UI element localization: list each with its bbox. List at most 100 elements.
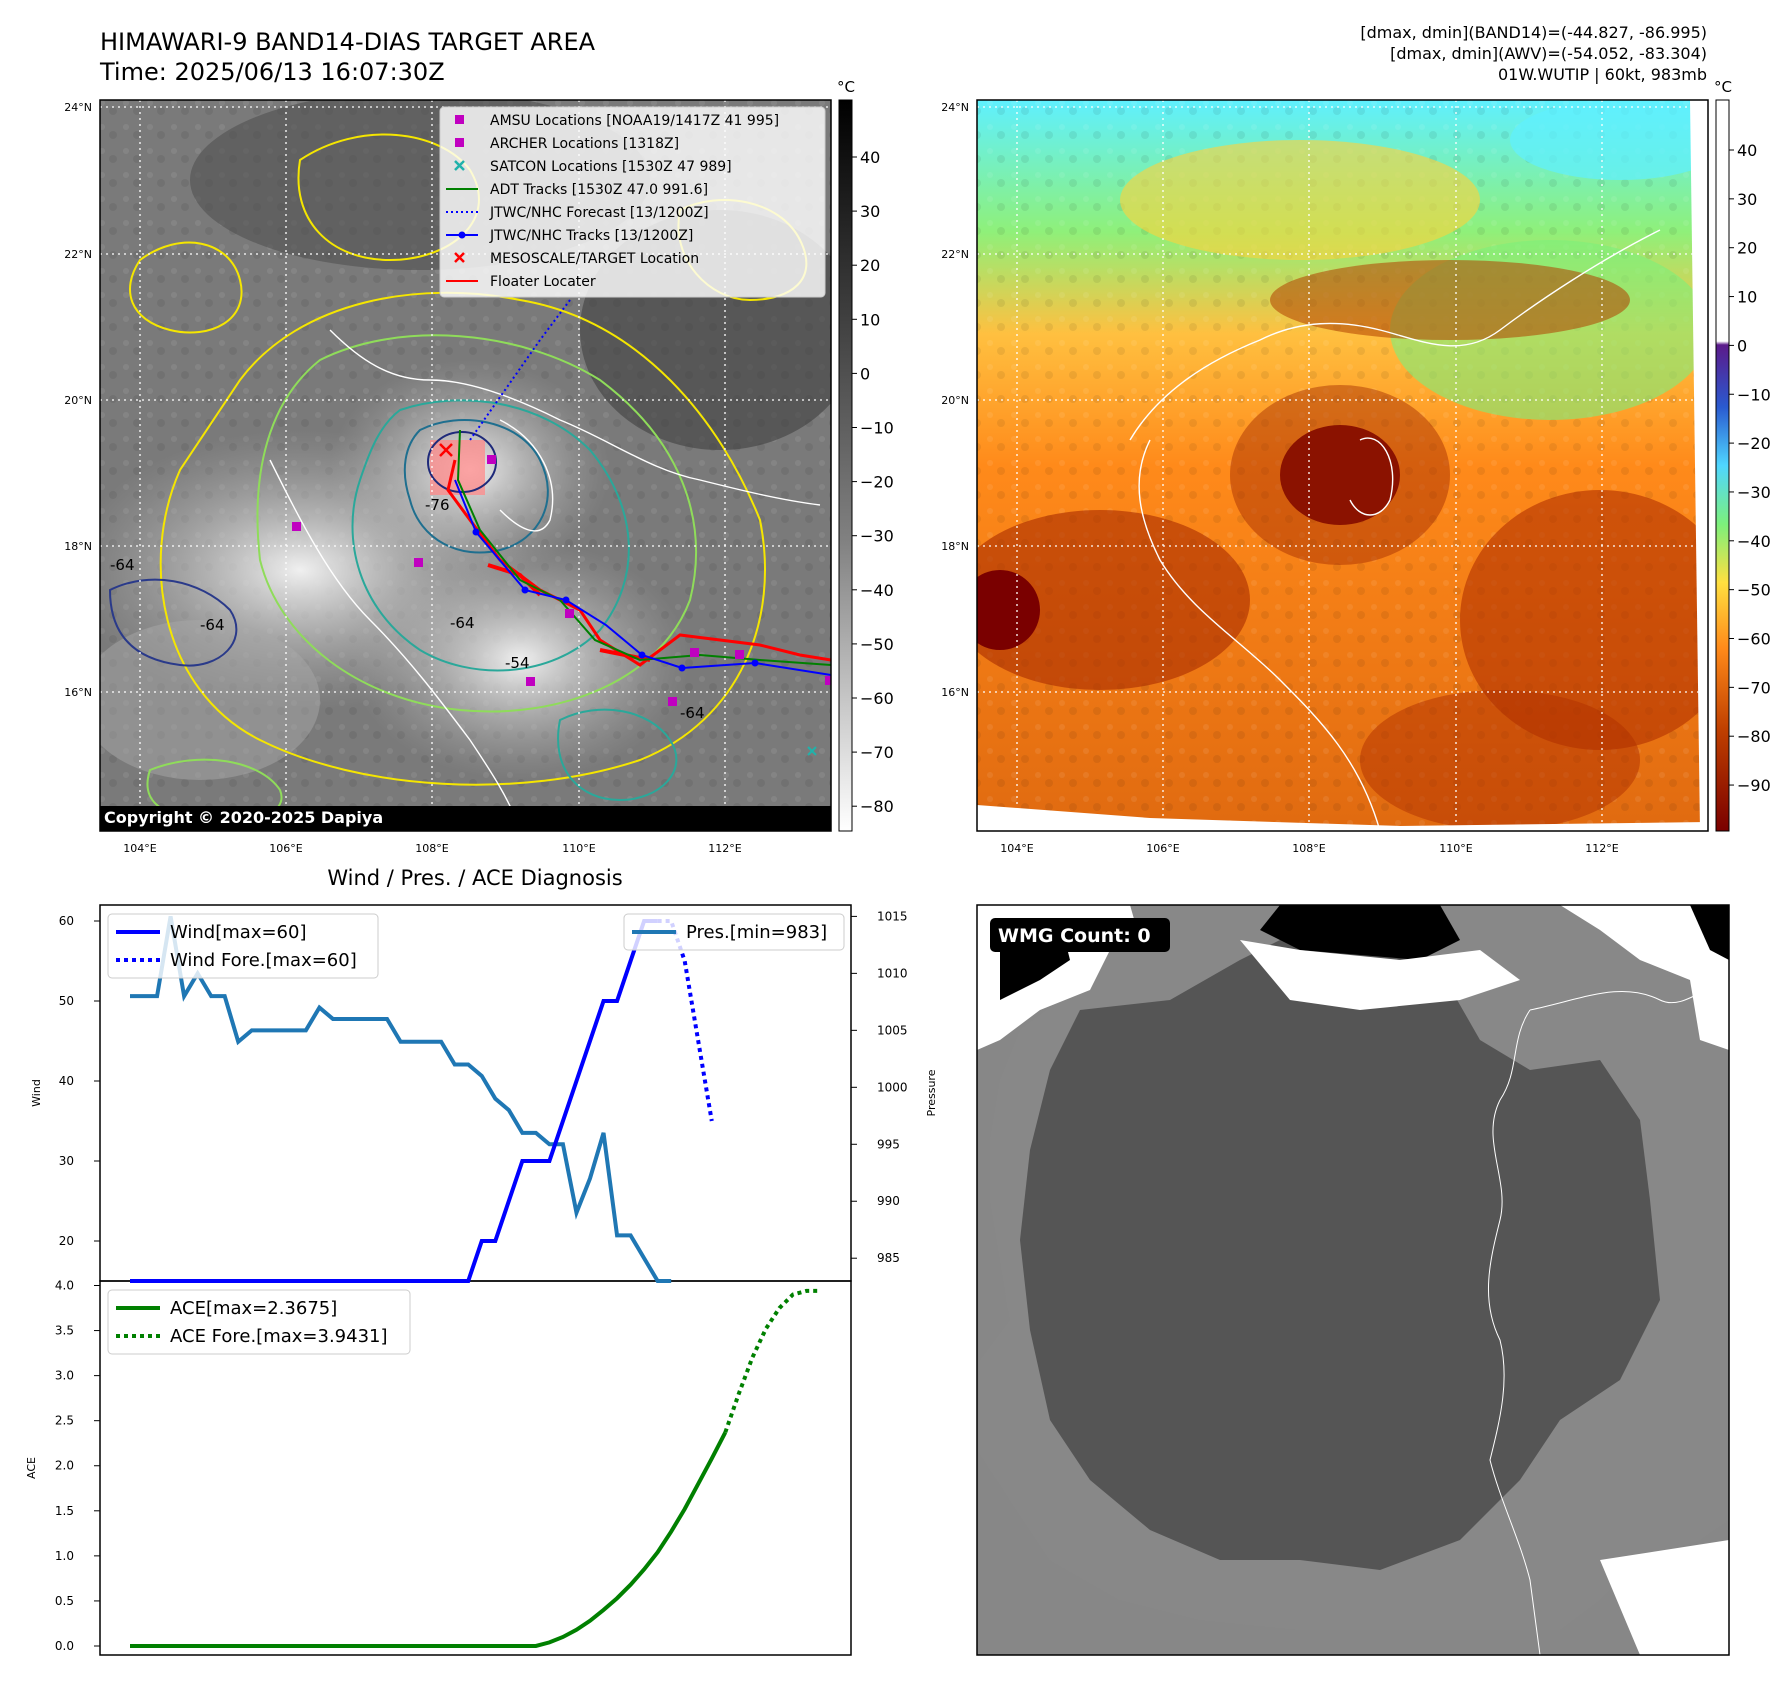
ace-tick-label: 2.0: [55, 1459, 74, 1473]
colorbar-tick-label: −10: [1737, 385, 1771, 404]
awv-imagery: [977, 100, 1708, 831]
colorbar-tick-label: 40: [1737, 141, 1757, 160]
copyright-text: Copyright © 2020-2025 Dapiya: [104, 808, 383, 827]
pressure-tick-label: 1015: [877, 909, 908, 923]
colorbar-tick-label: 30: [860, 202, 880, 221]
ir-legend: AMSU Locations [NOAA19/1417Z 41 995] ARCH…: [439, 106, 826, 298]
lat-tick-label: 20°N: [941, 394, 969, 407]
band14-range: [dmax, dmin](BAND14)=(-44.827, -86.995): [1360, 23, 1707, 42]
wind-tick-label: 40: [59, 1074, 74, 1088]
lat-tick-label: 24°N: [941, 101, 969, 114]
pressure-tick-label: 1000: [877, 1080, 908, 1094]
contour-label: -64: [110, 556, 135, 574]
legend-label: ADT Tracks [1530Z 47.0 991.6]: [490, 182, 708, 198]
colorbar-tick-label: −30: [1737, 483, 1771, 502]
ace-tick-label: 2.5: [55, 1414, 74, 1428]
colorbar-tick-label: −60: [860, 689, 894, 708]
legend-ace: ACE[max=2.3675]: [170, 1298, 337, 1319]
pressure-tick-label: 995: [877, 1137, 900, 1151]
ace-tick-label: 1.5: [55, 1504, 74, 1518]
legend-entry: JTWC/NHC Tracks [13/1200Z]: [446, 228, 693, 244]
lon-tick-label: 106°E: [1146, 842, 1179, 855]
diagnosis-title: Wind / Pres. / ACE Diagnosis: [327, 866, 622, 890]
ace-tick-label: 0.0: [55, 1639, 74, 1653]
colorbar-tick-label: −20: [860, 473, 894, 492]
wind-tick-label: 60: [59, 914, 74, 928]
awv-panel: 104°E 106°E 108°E 110°E 112°E 24°N 22°N …: [941, 78, 1771, 855]
legend-marker: [455, 115, 464, 124]
legend-marker: [455, 138, 464, 147]
pressure-series-line: [130, 916, 672, 1283]
ir-colorbar: [838, 99, 853, 832]
legend-label: ARCHER Locations [1318Z]: [490, 136, 679, 152]
wmg-panel: WMG Count: 0: [976, 904, 1730, 1656]
ace-series-line: [130, 1431, 728, 1648]
lon-tick-label: 110°E: [562, 842, 595, 855]
pressure-tick-label: 990: [877, 1194, 900, 1208]
ace-tick-label: 4.0: [55, 1279, 74, 1293]
lon-tick-label: 104°E: [1000, 842, 1033, 855]
colorbar-tick-label: 30: [1737, 190, 1757, 209]
lon-tick-label: 110°E: [1439, 842, 1472, 855]
lon-tick-label: 108°E: [415, 842, 448, 855]
legend-label: SATCON Locations [1530Z 47 989]: [490, 159, 732, 175]
diagnosis-panel: Wind / Pres. / ACE Diagnosis Wind Pressu…: [25, 866, 938, 1656]
pressure-legend: Pres.[min=983]: [623, 913, 845, 951]
legend-label: AMSU Locations [NOAA19/1417Z 41 995]: [490, 113, 779, 129]
colorbar-tick-label: 0: [860, 364, 870, 383]
lat-tick-label: 18°N: [64, 540, 92, 553]
colorbar-tick-label: −70: [1737, 678, 1771, 697]
wind-axis-label: Wind: [30, 1079, 43, 1107]
colorbar-tick-label: −40: [1737, 532, 1771, 551]
pressure-tick-label: 1010: [877, 966, 908, 980]
legend-entry: Floater Locater: [446, 274, 596, 290]
ir-panel: -76 -64 -64 -64 -54 -64 Copyright © 2020…: [64, 78, 894, 855]
legend-entry: ADT Tracks [1530Z 47.0 991.6]: [446, 182, 708, 198]
colorbar-tick-label: −70: [860, 743, 894, 762]
ace-forecast-series-line: [723, 1288, 820, 1434]
colorbar-tick-label: −90: [1737, 776, 1771, 795]
wind-forecast-series-line: [657, 919, 714, 1122]
lat-tick-label: 16°N: [941, 686, 969, 699]
contour-label: -64: [200, 616, 225, 634]
lon-tick-label: 112°E: [708, 842, 741, 855]
legend-entry: SATCON Locations [1530Z 47 989]: [454, 159, 732, 175]
lon-tick-label: 106°E: [269, 842, 302, 855]
contour-label: -64: [680, 704, 705, 722]
wind-tick-label: 30: [59, 1154, 74, 1168]
colorbar-tick-label: −50: [1737, 581, 1771, 600]
wind-tick-label: 50: [59, 994, 74, 1008]
legend-marker: [458, 231, 466, 239]
lat-tick-label: 20°N: [64, 394, 92, 407]
pressure-tick-label: 985: [877, 1251, 900, 1265]
lon-tick-label: 108°E: [1292, 842, 1325, 855]
legend-wind-forecast: Wind Fore.[max=60]: [170, 950, 357, 971]
wind-tick-label: 20: [59, 1234, 74, 1248]
colorbar-tick-label: 0: [1737, 336, 1747, 355]
legend-ace-forecast: ACE Fore.[max=3.9431]: [170, 1326, 388, 1347]
colorbar-tick-label: 20: [1737, 239, 1757, 258]
legend-label: Floater Locater: [490, 274, 596, 290]
colorbar-tick-label: −80: [860, 797, 894, 816]
colorbar-tick-label: −10: [860, 419, 894, 438]
ace-axis-label: ACE: [25, 1457, 38, 1479]
lat-tick-label: 18°N: [941, 540, 969, 553]
legend-label: JTWC/NHC Forecast [13/1200Z]: [489, 205, 709, 221]
ace-tick-label: 0.5: [55, 1594, 74, 1608]
legend-entry: MESOSCALE/TARGET Location: [454, 251, 699, 267]
awv-range: [dmax, dmin](AWV)=(-54.052, -83.304): [1390, 44, 1707, 63]
colorbar-tick-label: 10: [1737, 288, 1757, 307]
figure-title: HIMAWARI-9 BAND14-DIAS TARGET AREA: [100, 28, 596, 56]
wmg-count-text: WMG Count: 0: [998, 925, 1151, 947]
ace-tick-label: 1.0: [55, 1549, 74, 1563]
storm-info: 01W.WUTIP | 60kt, 983mb: [1498, 65, 1707, 84]
ir-colorbar-unit: °C: [837, 78, 855, 96]
wind-legend: Wind[max=60] Wind Fore.[max=60]: [107, 913, 379, 979]
pressure-axis-label: Pressure: [925, 1069, 938, 1116]
lon-tick-label: 112°E: [1585, 842, 1618, 855]
colorbar-tick-label: −50: [860, 635, 894, 654]
pressure-tick-label: 1005: [877, 1023, 908, 1037]
colorbar-tick-label: −20: [1737, 434, 1771, 453]
colorbar-tick-label: 10: [860, 310, 880, 329]
